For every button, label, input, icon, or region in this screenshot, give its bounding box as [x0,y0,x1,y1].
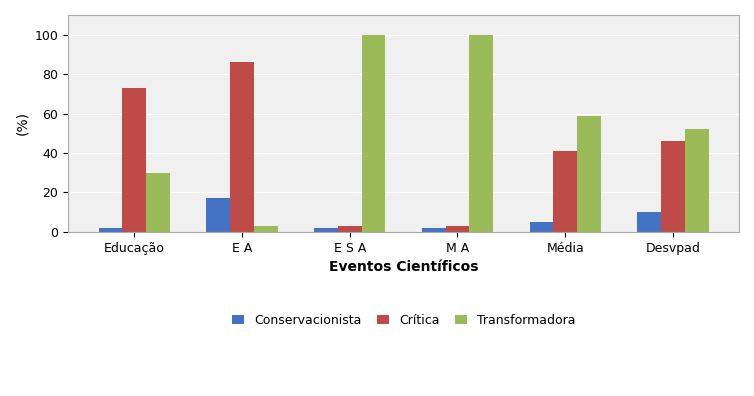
Bar [122,88,146,232]
Bar [529,222,553,232]
Bar [637,212,661,232]
Bar [146,173,170,232]
Bar [422,228,446,232]
Bar [469,35,493,232]
Bar [314,228,338,232]
X-axis label: Eventos Científicos: Eventos Científicos [329,260,478,274]
Bar [685,129,709,232]
Bar [207,198,230,232]
Bar [230,62,254,232]
Bar [338,226,362,232]
Bar [362,35,385,232]
Bar [254,226,277,232]
Legend: Conservacionista, Crítica, Transformadora: Conservacionista, Crítica, Transformador… [225,308,582,333]
Bar [553,151,577,232]
Bar [99,228,122,232]
Bar [577,116,601,232]
Y-axis label: (%): (%) [15,111,29,135]
Bar [661,141,685,232]
Bar [446,226,469,232]
